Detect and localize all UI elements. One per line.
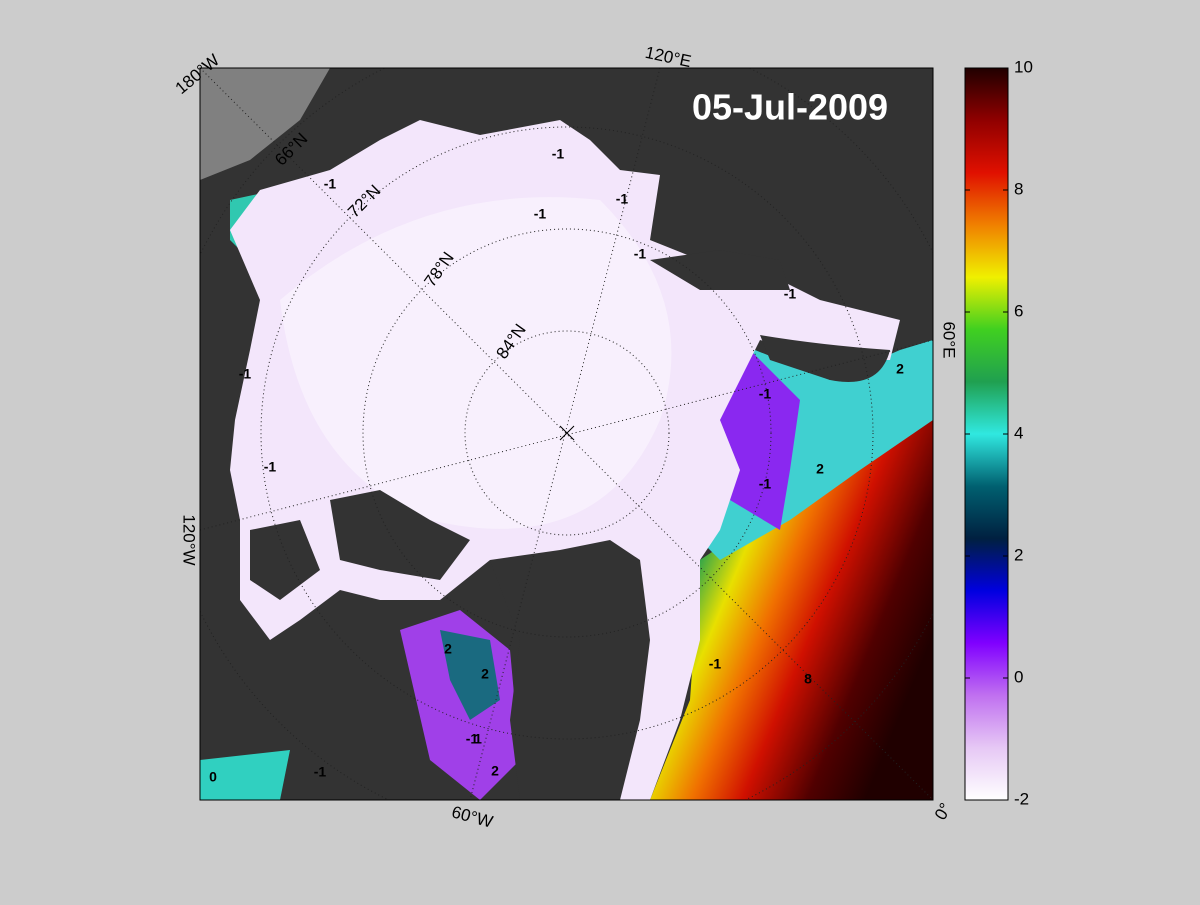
islands (330, 490, 470, 580)
graticule (464, 330, 670, 536)
warm-water (650, 390, 933, 800)
contour-label: 2 (491, 763, 499, 779)
novaya-zemlya (760, 335, 890, 382)
contour-label: -1 (634, 246, 647, 262)
baffin-channel (440, 630, 500, 720)
greenland (490, 540, 650, 800)
colorbar-tick-label: 6 (1014, 301, 1023, 320)
colorbar-tick-label: 10 (1014, 57, 1033, 76)
longitude-label: 60°E (940, 321, 959, 358)
colorbar-tick-label: 4 (1014, 423, 1023, 442)
colorbar (964, 67, 1009, 801)
graticule (200, 68, 933, 800)
contour-label: 0 (209, 769, 217, 785)
longitude-label: 60°W (450, 802, 495, 831)
contour-label: -1 (552, 146, 565, 162)
date-title: 05-Jul-2009 (692, 87, 888, 128)
contour-label: -1 (709, 656, 722, 672)
colorbar-tick-label: 2 (1014, 545, 1023, 564)
contour-label: -1 (534, 206, 547, 222)
contour-label: 8 (804, 671, 812, 687)
longitude-label: 120°E (643, 43, 692, 71)
contour-label: 2 (481, 666, 489, 682)
contour-label: 2 (816, 461, 824, 477)
colorbar-tick-label: 0 (1014, 667, 1023, 686)
contour-label: -1 (264, 459, 277, 475)
contour-label: -1 (759, 386, 772, 402)
colorbar-tick-label: 8 (1014, 179, 1023, 198)
land-strip (650, 250, 790, 290)
contour-label: -1 (784, 286, 797, 302)
contour-label: 2 (896, 361, 904, 377)
islands (250, 520, 320, 600)
pole (559, 425, 575, 441)
hudson-water (200, 750, 290, 800)
graticule (260, 126, 874, 740)
map (200, 68, 933, 800)
contour-label: 2 (444, 641, 452, 657)
sea-ice-core (280, 197, 672, 529)
contour-label: -1 (466, 731, 479, 747)
colorbar-tick-label: -2 (1014, 789, 1029, 808)
longitude-label: 120°W (180, 514, 199, 565)
longitude-label: 0° (931, 800, 956, 824)
background-region (200, 68, 330, 180)
contour-label: -1 (314, 764, 327, 780)
contour-label: -1 (759, 476, 772, 492)
contour-label: 1 (474, 731, 482, 747)
graticule (362, 228, 772, 638)
contour-label: -1 (324, 176, 337, 192)
purple-water (720, 340, 800, 530)
map-frame (199, 67, 934, 801)
contour-label: -1 (239, 366, 252, 382)
contour-label: -1 (616, 191, 629, 207)
